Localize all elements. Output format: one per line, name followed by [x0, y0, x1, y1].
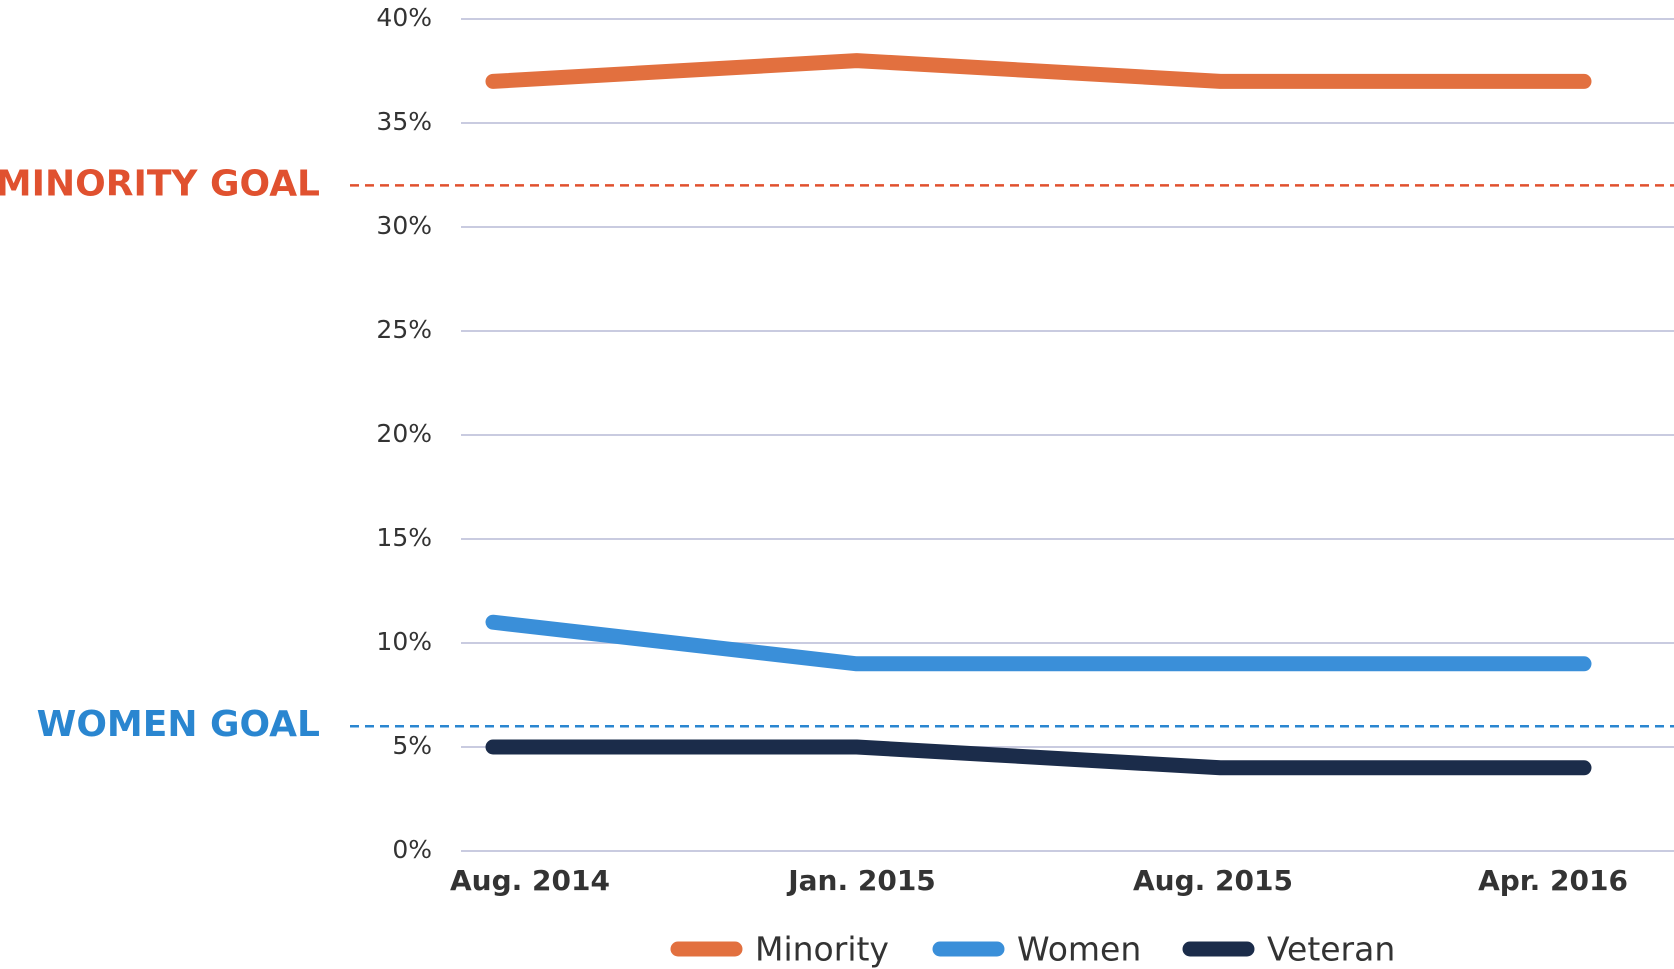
- x-tick-label: Aug. 2015: [1133, 864, 1293, 897]
- y-tick-label: 40%: [376, 3, 432, 32]
- x-tick-label: Jan. 2015: [786, 864, 936, 897]
- y-tick-label: 5%: [392, 731, 432, 760]
- legend-label: Veteran: [1267, 930, 1395, 969]
- legend-label: Women: [1017, 930, 1141, 969]
- goal-label: WOMEN GOAL: [37, 704, 320, 745]
- y-tick-label: 20%: [376, 419, 432, 448]
- series-line: [485, 739, 1592, 776]
- series-line: [485, 53, 1592, 89]
- series-line: [485, 614, 1592, 672]
- y-tick-label: 25%: [376, 315, 432, 344]
- y-tick-label: 35%: [376, 107, 432, 136]
- y-tick-label: 15%: [376, 523, 432, 552]
- goal-label: MINORITY GOAL: [0, 163, 320, 204]
- y-tick-label: 10%: [376, 627, 432, 656]
- y-tick-label: 0%: [392, 835, 432, 864]
- legend-label: Minority: [755, 930, 889, 969]
- x-tick-label: Aug. 2014: [450, 864, 610, 897]
- y-tick-label: 30%: [376, 211, 432, 240]
- x-tick-label: Apr. 2016: [1478, 864, 1628, 897]
